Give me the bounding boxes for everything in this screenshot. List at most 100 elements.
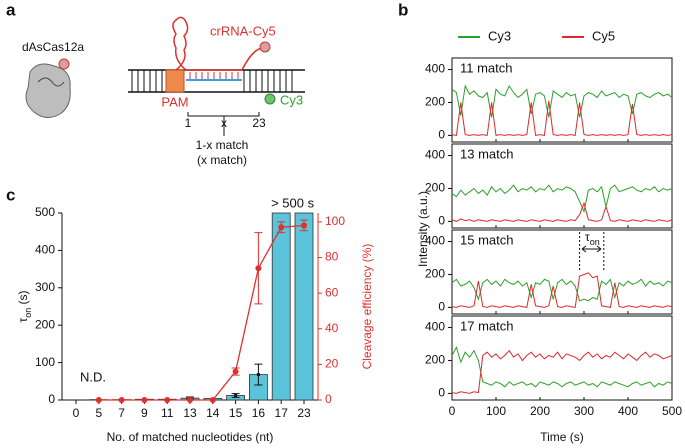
y2-tick-label: 20: [325, 357, 339, 371]
efficiency-point: [187, 397, 193, 403]
rna-label: crRNA-Cy5: [210, 23, 276, 38]
trace: [451, 349, 673, 394]
x-tick-label: 11: [161, 406, 174, 420]
pam-box: [165, 69, 185, 93]
x-tick-label: 15: [229, 406, 243, 420]
y-tick-label: 400: [425, 320, 445, 334]
y2-axis-label: Cleavage efficiency (%): [360, 244, 374, 370]
protein-label: dAsCas12a: [22, 40, 84, 54]
protein-rna: [37, 77, 65, 87]
panel-a: a dAsCas12a crRNA-Cy5 PAM Cy3 1 x 23 1-x…: [6, 0, 305, 167]
trace: [451, 272, 673, 308]
legend-label: Cy5: [592, 28, 615, 43]
trace: [451, 184, 673, 214]
y2-tick-label: 0: [325, 392, 332, 406]
y-tick-label: 0: [438, 386, 445, 400]
legend-label: Cy3: [488, 28, 511, 43]
annotation: > 500 s: [271, 195, 315, 210]
dye-ball: [58, 58, 70, 70]
caption: 1-x match: [196, 138, 249, 152]
x-tick-label: 9: [141, 406, 148, 420]
x-tick-label: 7: [118, 406, 125, 420]
error-bar: [277, 221, 286, 234]
panel-title: 11 match: [460, 60, 513, 75]
y2-tick-label: 100: [325, 214, 345, 228]
panel-label: a: [6, 0, 16, 19]
y2-tick-label: 40: [325, 321, 339, 335]
y-axis-label: Intensity (a.u.): [416, 191, 430, 267]
trace: [451, 201, 673, 222]
y-tick-label: 400: [425, 234, 445, 248]
trace: [451, 100, 673, 136]
panel-label: b: [398, 0, 408, 19]
efficiency-point: [141, 397, 148, 403]
x-tick-label: 100: [486, 404, 506, 418]
trace: [451, 345, 673, 388]
position-label: 23: [252, 116, 266, 130]
x-tick-label: 5: [95, 406, 102, 420]
x-axis-label: No. of matched nucleotides (nt): [107, 430, 274, 444]
bar: [271, 212, 291, 401]
cy3-label: Cy3: [280, 92, 303, 107]
efficiency-point: [118, 397, 125, 403]
y-tick-label: 0: [438, 300, 445, 314]
y-tick-label: 100: [35, 355, 55, 369]
axis-label: τon: [585, 230, 600, 247]
x-tick-label: 13: [183, 406, 197, 420]
y-tick-label: 0: [438, 128, 445, 142]
label-symbol: τ: [585, 230, 590, 244]
plot-frame: [451, 143, 673, 229]
caption: (x match): [197, 153, 247, 167]
label-symbol: τ: [16, 318, 30, 323]
x-tick-label: 400: [618, 404, 638, 418]
plot-frame: [451, 229, 673, 315]
bar-mean: [256, 373, 260, 377]
y-tick-label: 400: [425, 62, 445, 76]
panel-title: 17 match: [460, 318, 513, 333]
x-tick-label: 500: [662, 404, 682, 418]
x-axis-label: Time (s): [540, 430, 584, 444]
trace: [451, 84, 673, 118]
plot-frame: [451, 315, 673, 401]
panel-title: 15 match: [460, 232, 513, 247]
y2-tick-label: 80: [325, 250, 339, 264]
y-tick-label: 400: [35, 243, 55, 257]
y-tick-label: 200: [425, 267, 445, 281]
plot-frame: [451, 57, 673, 143]
y-tick-label: 200: [425, 181, 445, 195]
x-tick-label: 17: [275, 406, 289, 420]
dwell-marker: [579, 232, 605, 272]
base-pairs: [131, 70, 293, 92]
efficiency-point: [95, 397, 102, 403]
y-tick-label: 200: [425, 353, 445, 367]
panel-label: c: [6, 185, 15, 204]
protein-shape: [25, 63, 71, 118]
label-subscript: on: [23, 308, 33, 318]
efficiency-point: [209, 397, 216, 403]
y-tick-label: 200: [35, 317, 55, 331]
y-tick-label: 0: [48, 392, 55, 406]
efficiency-line: [98, 224, 305, 401]
trace: [451, 278, 673, 302]
bar-mean: [234, 394, 238, 398]
x-tick-label: 14: [206, 406, 220, 420]
x-tick-label: 23: [297, 406, 311, 420]
position-label: 1: [185, 116, 192, 130]
position-bracket: [187, 112, 260, 136]
y-tick-label: 400: [425, 148, 445, 162]
efficiency-point: [164, 397, 171, 403]
error-bar: [231, 367, 240, 376]
y-tick-label: 0: [438, 214, 445, 228]
dwell-arrow: [581, 245, 602, 253]
bar: [294, 212, 314, 401]
x-tick-label: 16: [252, 406, 266, 420]
x-tick-label: 0: [73, 406, 80, 420]
pam-label: PAM: [161, 94, 188, 109]
y2-tick-label: 60: [325, 285, 339, 299]
panel-title: 13 match: [460, 146, 513, 161]
label-subscript: on: [590, 237, 600, 247]
x-tick-label: 0: [449, 404, 456, 418]
axis-label: τon (s): [16, 290, 33, 322]
y-tick-label: 300: [35, 280, 55, 294]
